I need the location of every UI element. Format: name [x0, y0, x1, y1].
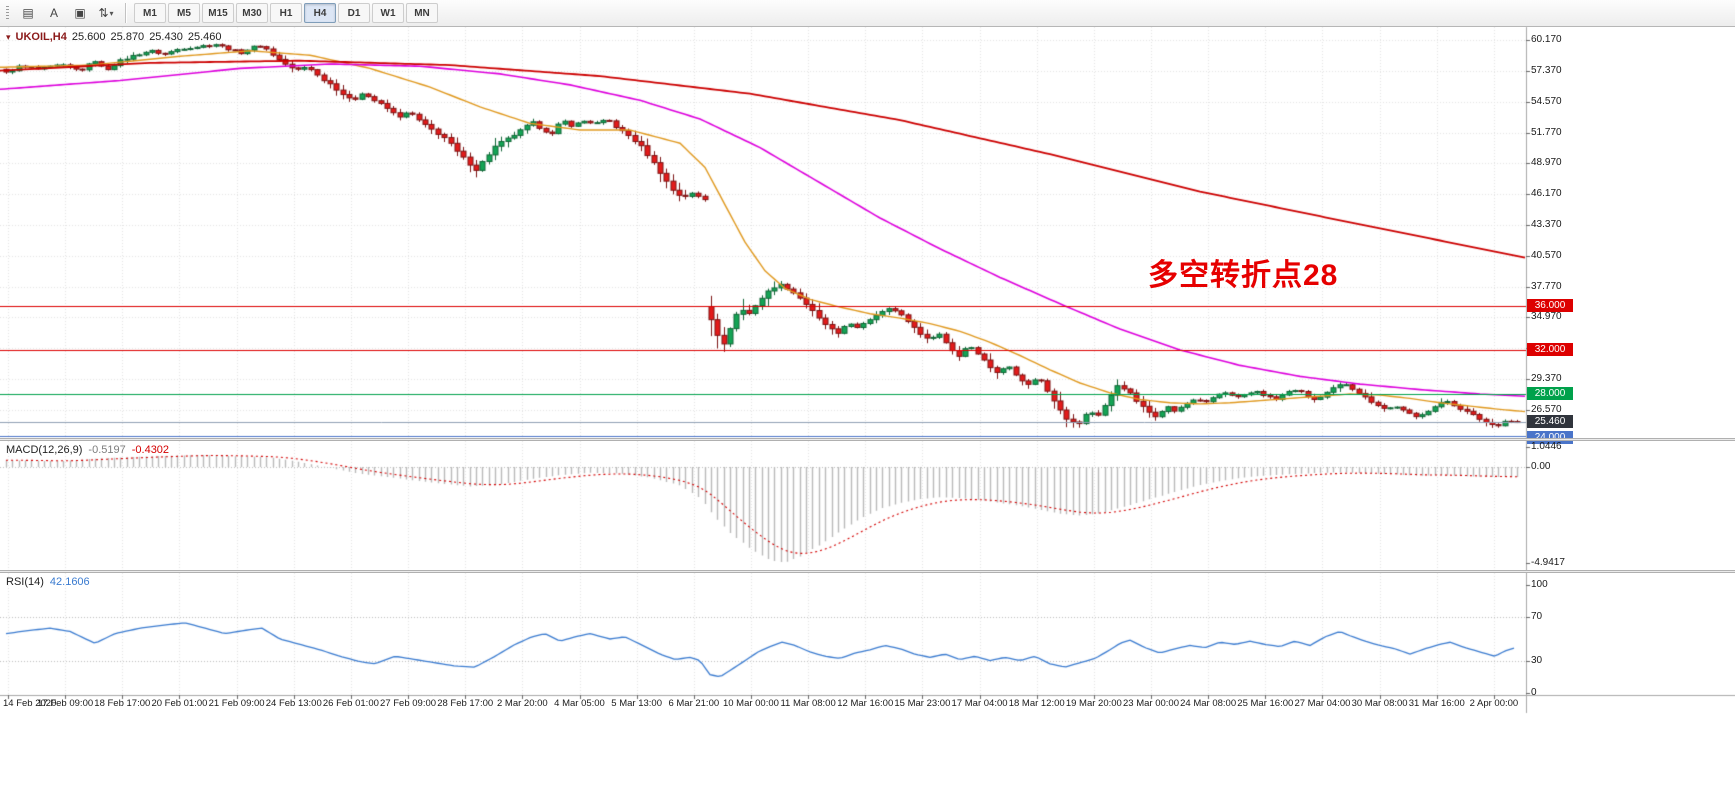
price-tick-label: 26.570: [1531, 403, 1562, 415]
rsi-tick-label: 0: [1531, 687, 1537, 698]
date-tick-label: 18 Mar 12:00: [1008, 698, 1065, 709]
rsi-label: RSI(14) 42.1606: [6, 576, 90, 588]
chart-main-panel[interactable]: [0, 27, 1526, 438]
price-tick-label: 43.370: [1531, 218, 1562, 230]
macd-tick-label: -4.9417: [1531, 557, 1565, 569]
date-tick-label: 20 Feb 01:00: [151, 698, 208, 709]
price-tick-label: 40.570: [1531, 249, 1562, 261]
rsi-name: RSI(14): [6, 576, 44, 588]
price-level-badge: 28.000: [1527, 387, 1573, 400]
toolbar-grip: [6, 5, 9, 21]
date-tick-label: 18 Feb 17:00: [94, 698, 151, 709]
rsi-value: 42.1606: [49, 576, 90, 588]
chart-text-annotation[interactable]: 多空转折点28: [1148, 259, 1339, 292]
close-value: 25.460: [187, 31, 222, 43]
text-annotation-icon-button[interactable]: A: [42, 2, 66, 24]
macd-indicator-panel[interactable]: [0, 441, 1526, 570]
date-tick-label: 21 Feb 09:00: [208, 698, 265, 709]
symbol-marker-icon: ▾: [6, 31, 11, 42]
date-axis[interactable]: 14 Feb 2020 17 Feb 09:00 18 Feb 17:00 20 Fe…: [0, 695, 1735, 713]
date-tick-label: 2 Apr 00:00: [1469, 698, 1519, 709]
low-value: 25.430: [149, 31, 183, 43]
chart-ohlc-header: ▾ UKOIL,H4 25.600 25.870 25.430 25.460: [6, 31, 222, 43]
date-tick-label: 26 Feb 01:00: [322, 698, 379, 709]
timeframe-buttons: M1 M5 M15 M30 H1 H4 D1 W1 MN: [133, 3, 439, 23]
price-level-badge: 36.000: [1527, 299, 1573, 312]
toolbar-separator: [125, 3, 127, 23]
macd-label: MACD(12,26,9) -0.5197 -0.4302: [6, 444, 169, 456]
open-value: 25.600: [71, 31, 106, 43]
chart-list-icon-button[interactable]: ▤: [16, 2, 40, 24]
rsi-indicator-panel[interactable]: [0, 573, 1526, 695]
timeframe-button-m15[interactable]: M15: [202, 3, 234, 23]
price-tick-label: 57.370: [1531, 64, 1562, 76]
date-tick-label: 14 Feb 2020: [3, 698, 57, 709]
macd-name: MACD(12,26,9): [6, 444, 83, 456]
date-tick-label: 4 Mar 05:00: [554, 698, 605, 709]
timeframe-button-w1[interactable]: W1: [372, 3, 404, 23]
price-tick-label: 48.970: [1531, 157, 1562, 169]
timeframe-button-m1[interactable]: M1: [134, 3, 166, 23]
timeframe-button-m30[interactable]: M30: [236, 3, 268, 23]
date-tick-label: 27 Mar 04:00: [1294, 698, 1351, 709]
price-tick-label: 34.970: [1531, 311, 1562, 323]
rsi-tick-label: 100: [1531, 579, 1548, 590]
price-tick-label: 46.170: [1531, 188, 1562, 200]
timeframe-button-d1[interactable]: D1: [338, 3, 370, 23]
toolbar-icons: ▤ A ▣ ⇅ ▾: [15, 2, 119, 24]
price-tick-label: 60.170: [1531, 34, 1562, 46]
price-tick-label: 29.370: [1531, 372, 1562, 384]
toolbar: ▤ A ▣ ⇅ ▾ M1 M5 M15 M30 H1 H4 D1 W1 MN: [0, 0, 1735, 27]
date-tick-label: 28 Feb 17:00: [437, 698, 494, 709]
chart-list-icon: ▤: [22, 6, 34, 20]
panel-separator-main-macd[interactable]: [0, 438, 1735, 441]
date-tick-label: 30 Mar 08:00: [1351, 698, 1408, 709]
price-level-badge: 32.000: [1527, 343, 1573, 356]
price-tick-label: 54.570: [1531, 95, 1562, 107]
timeframe-button-h1[interactable]: H1: [270, 3, 302, 23]
rsi-tick-label: 30: [1531, 654, 1543, 666]
price-tick-label: 51.770: [1531, 126, 1562, 138]
rsi-axis[interactable]: 100 70 30 0: [1526, 573, 1734, 698]
timeframe-button-m5[interactable]: M5: [168, 3, 200, 23]
macd-main-value: -0.5197: [88, 444, 126, 456]
date-tick-label: 19 Mar 20:00: [1065, 698, 1122, 709]
date-tick-label: 5 Mar 13:00: [611, 698, 662, 709]
macd-axis[interactable]: 1.0446 0.00 -4.9417: [1526, 441, 1734, 570]
frame-object-icon: ▣: [74, 6, 86, 20]
date-tick-label: 17 Feb 09:00: [37, 698, 94, 709]
date-tick-label: 25 Mar 16:00: [1237, 698, 1294, 709]
date-tick-label: 17 Mar 04:00: [951, 698, 1008, 709]
macd-signal-value: -0.4302: [131, 444, 170, 456]
text-annotation-icon: A: [49, 6, 58, 20]
macd-tick-label: 0.00: [1531, 461, 1551, 472]
scroll-arrows-icon-button[interactable]: ⇅ ▾: [94, 2, 118, 24]
date-tick-label: 2 Mar 20:00: [496, 698, 548, 709]
timeframe-button-mn[interactable]: MN: [406, 3, 438, 23]
dropdown-caret-icon: ▾: [109, 8, 114, 18]
date-tick-label: 10 Mar 00:00: [722, 698, 779, 709]
price-level-badge: 25.460: [1527, 414, 1573, 428]
rsi-tick-label: 70: [1531, 611, 1543, 623]
date-tick-label: 23 Mar 00:00: [1123, 698, 1179, 709]
timeframe-button-h4[interactable]: H4: [304, 3, 336, 23]
date-tick-label: 6 Mar 21:00: [668, 698, 720, 709]
date-tick-label: 12 Mar 16:00: [837, 698, 894, 709]
date-tick-label: 31 Mar 16:00: [1408, 698, 1465, 709]
price-tick-label: 37.770: [1531, 280, 1562, 292]
high-value: 25.870: [110, 31, 145, 43]
date-tick-label: 27 Feb 09:00: [380, 698, 437, 709]
price-axis[interactable]: 60.170 57.370 54.570 51.770 48.970 46.170 43.3…: [1526, 27, 1734, 444]
date-tick-label: 24 Mar 08:00: [1180, 698, 1237, 709]
frame-object-icon-button[interactable]: ▣: [68, 2, 92, 24]
date-tick-label: 24 Feb 13:00: [265, 698, 322, 709]
date-tick-label: 11 Mar 08:00: [780, 698, 836, 709]
symbol-timeframe-label: UKOIL,H4: [15, 31, 67, 43]
macd-tick-label: 1.0446: [1531, 440, 1562, 452]
scroll-arrows-icon: ⇅: [98, 6, 109, 20]
panel-separator-macd-rsi[interactable]: [0, 570, 1735, 573]
date-tick-label: 15 Mar 23:00: [894, 698, 951, 709]
